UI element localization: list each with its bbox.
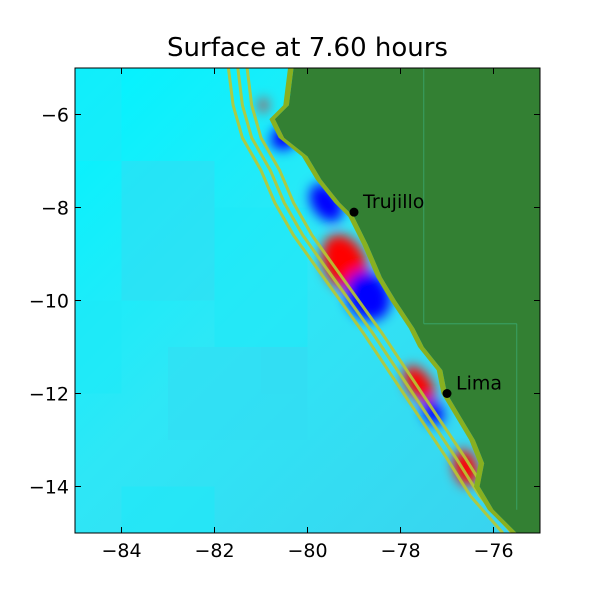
y-tick-label: −8: [41, 198, 69, 220]
x-tick-label: −76: [473, 540, 513, 562]
city-marker: [442, 389, 452, 398]
bathymetry-contour: [236, 68, 514, 533]
coastal-fringe: [269, 68, 517, 533]
bathymetry-contour: [226, 68, 504, 533]
y-tick-label: −6: [41, 105, 69, 127]
y-axis: −6 −8 −10 −12 −14: [29, 105, 540, 499]
ocean-grid-cell: [214, 207, 308, 347]
y-tick-label: −12: [29, 384, 69, 406]
x-tick-label: −78: [380, 540, 420, 562]
wave-trough: [345, 271, 391, 321]
ocean-grid-cell: [121, 486, 215, 533]
y-tick-label: −14: [29, 477, 69, 499]
map-title: Surface at 7.60 hours: [167, 33, 448, 63]
wave-crest: [259, 98, 268, 113]
ocean-grid-cell: [121, 161, 215, 301]
ocean-grid-cell: [75, 300, 122, 394]
city-label: Lima: [456, 373, 502, 395]
x-tick-label: −84: [101, 540, 141, 562]
y-tick-label: −10: [29, 291, 69, 313]
city-label: Trujillo: [362, 191, 424, 213]
x-tick-label: −82: [194, 540, 234, 562]
land-mass: [274, 68, 540, 533]
ocean-grid-cell: [261, 347, 308, 394]
x-tick-label: −80: [287, 540, 327, 562]
ocean-grid-cell: [75, 68, 122, 161]
x-axis: −84 −82 −80 −78 −76: [101, 68, 514, 562]
city-marker: [349, 207, 359, 217]
bathymetry-contour: [245, 68, 523, 533]
